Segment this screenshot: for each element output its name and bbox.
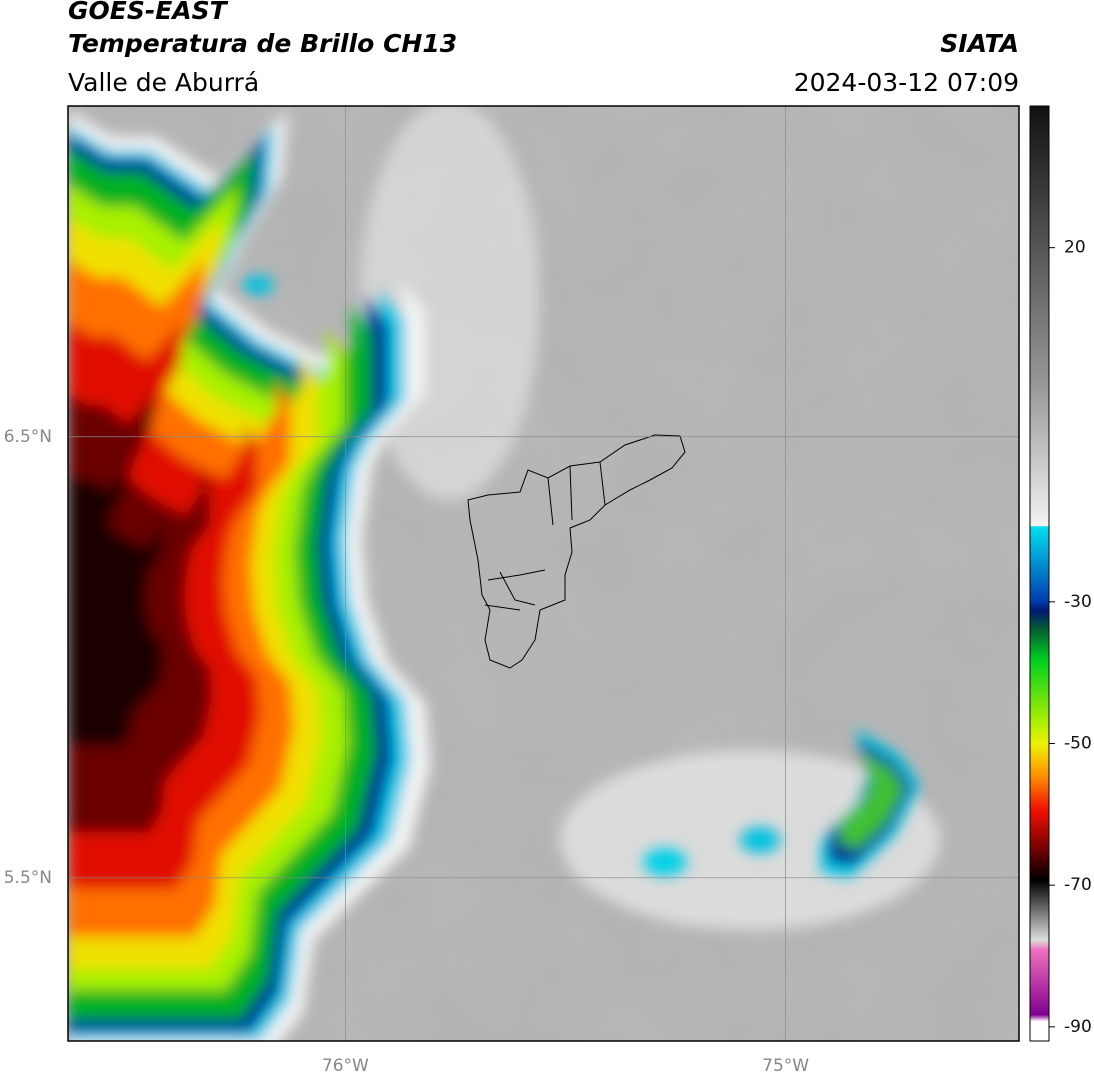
subtitle: Temperatura de Brillo CH13 xyxy=(68,29,457,58)
colorbar-tick-label: -70 xyxy=(1064,875,1092,895)
colorbar-tick-label: -30 xyxy=(1064,592,1092,612)
colorbar xyxy=(1029,105,1050,1042)
region: Valle de Aburrá xyxy=(68,68,259,97)
lat-tick-label: 5.5°N xyxy=(4,868,52,888)
timestamp: 2024-03-12 07:09 xyxy=(794,68,1019,97)
title: GOES-EAST xyxy=(68,0,229,25)
lon-tick-label: 76°W xyxy=(322,1056,369,1076)
colorbar-tick-label: -90 xyxy=(1064,1017,1092,1037)
map-frame xyxy=(67,105,1020,1042)
colorbar-tick-label: -50 xyxy=(1064,734,1092,754)
colorbar-tick-label: 20 xyxy=(1064,238,1086,258)
source: SIATA xyxy=(940,29,1019,58)
satellite-image xyxy=(68,106,1019,1041)
lon-tick-label: 75°W xyxy=(762,1056,809,1076)
lat-tick-label: 6.5°N xyxy=(4,427,52,447)
municipality-boundaries xyxy=(467,434,686,669)
